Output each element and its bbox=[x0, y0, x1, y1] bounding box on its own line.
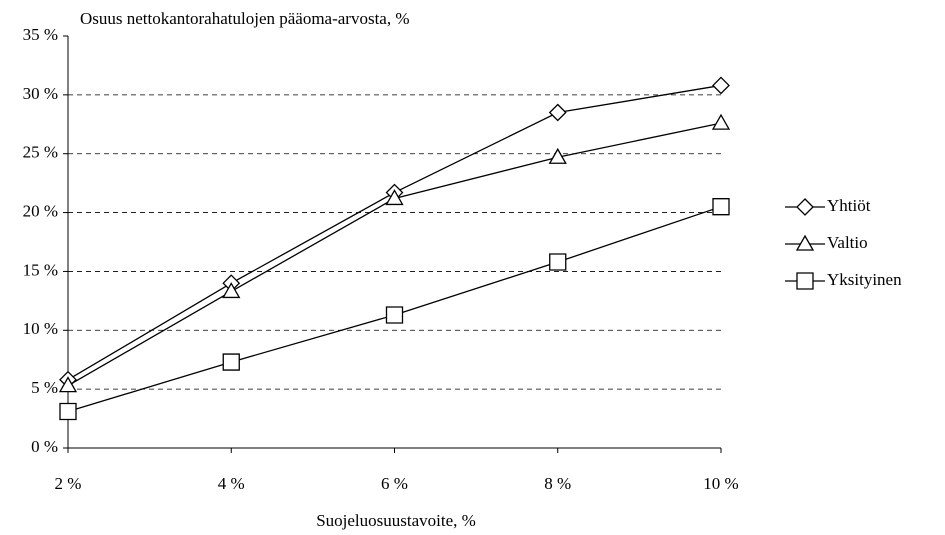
y-tick-label: 5 % bbox=[31, 378, 58, 397]
marker bbox=[548, 147, 567, 164]
marker bbox=[548, 103, 567, 122]
marker bbox=[58, 376, 78, 393]
marker bbox=[712, 198, 730, 216]
x-tick-label: 10 % bbox=[703, 474, 738, 493]
marker bbox=[385, 189, 404, 206]
marker bbox=[385, 306, 404, 324]
y-tick-label: 10 % bbox=[23, 319, 58, 338]
marker bbox=[222, 282, 241, 299]
x-tick-label: 6 % bbox=[381, 474, 408, 493]
marker bbox=[549, 253, 567, 271]
legend-label: Yksityinen bbox=[827, 270, 902, 289]
x-tick-label: 8 % bbox=[544, 474, 571, 493]
marker bbox=[711, 113, 731, 130]
legend-marker bbox=[796, 198, 814, 216]
y-tick-label: 30 % bbox=[23, 84, 58, 103]
legend-marker bbox=[795, 234, 815, 251]
y-tick-label: 15 % bbox=[23, 260, 58, 279]
y-tick-label: 0 % bbox=[31, 437, 58, 456]
x-tick-label: 2 % bbox=[55, 474, 82, 493]
legend-label: Yhtiöt bbox=[827, 196, 871, 215]
series-line bbox=[67, 122, 722, 387]
marker bbox=[712, 76, 730, 95]
y-tick-label: 20 % bbox=[23, 201, 58, 220]
chart-title: Osuus nettokantorahatulojen pääoma-arvos… bbox=[80, 9, 410, 28]
y-tick-label: 35 % bbox=[23, 25, 58, 44]
marker bbox=[222, 353, 240, 371]
x-tick-label: 4 % bbox=[218, 474, 245, 493]
marker bbox=[59, 402, 77, 421]
y-tick-label: 25 % bbox=[23, 143, 58, 162]
legend-label: Valtio bbox=[827, 233, 868, 252]
legend-marker bbox=[796, 272, 814, 290]
x-axis-label: Suojeluosuustavoite, % bbox=[316, 511, 476, 530]
series-line bbox=[67, 84, 722, 381]
